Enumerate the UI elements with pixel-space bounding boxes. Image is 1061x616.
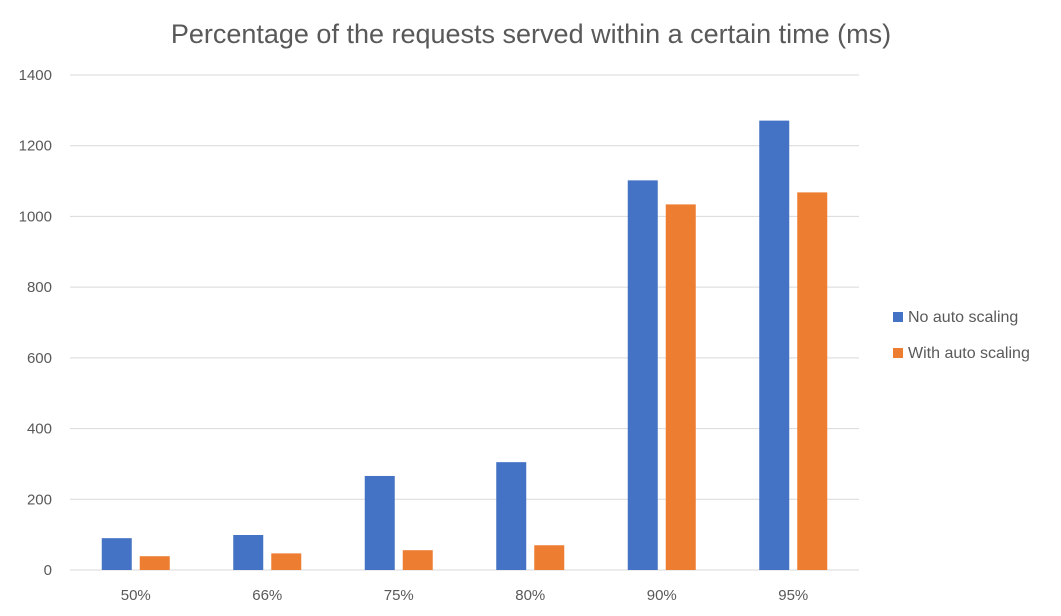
legend-label: With auto scaling xyxy=(908,345,1030,362)
x-tick-label: 90% xyxy=(647,587,677,604)
chart-title: Percentage of the requests served within… xyxy=(171,19,891,49)
bar-no-auto-scaling xyxy=(496,462,527,570)
bar-no-auto-scaling xyxy=(101,538,132,570)
y-tick-label: 600 xyxy=(27,350,52,367)
bar-with-auto-scaling xyxy=(534,545,565,570)
bar-with-auto-scaling xyxy=(665,204,696,570)
bar-no-auto-scaling xyxy=(364,475,395,570)
legend-label: No auto scaling xyxy=(908,309,1018,326)
bar-no-auto-scaling xyxy=(627,180,658,570)
bar-with-auto-scaling xyxy=(402,550,433,570)
y-axis-ticks: 0 200 400 600 800 1000 1200 1400 xyxy=(19,67,52,579)
x-tick-label: 75% xyxy=(384,587,414,604)
x-tick-label: 50% xyxy=(121,587,151,604)
y-tick-label: 1400 xyxy=(19,67,52,84)
legend: No auto scaling With auto scaling xyxy=(893,309,1030,362)
bar-with-auto-scaling xyxy=(139,556,170,570)
bar-with-auto-scaling xyxy=(797,192,828,570)
x-tick-label: 66% xyxy=(252,587,282,604)
bars xyxy=(101,120,828,570)
y-tick-label: 200 xyxy=(27,491,52,508)
x-tick-label: 95% xyxy=(778,587,808,604)
y-tick-label: 400 xyxy=(27,421,52,438)
y-tick-label: 1200 xyxy=(19,138,52,155)
x-axis-ticks: 50% 66% 75% 80% 90% 95% xyxy=(121,587,809,604)
y-tick-label: 1000 xyxy=(19,208,52,225)
legend-swatch xyxy=(893,312,903,322)
bar-no-auto-scaling xyxy=(233,534,264,570)
y-tick-label: 800 xyxy=(27,279,52,296)
x-tick-label: 80% xyxy=(515,587,545,604)
y-tick-label: 0 xyxy=(44,562,52,579)
bar-with-auto-scaling xyxy=(271,553,302,570)
bar-no-auto-scaling xyxy=(759,120,790,570)
legend-swatch xyxy=(893,348,903,358)
gridlines xyxy=(70,74,859,571)
